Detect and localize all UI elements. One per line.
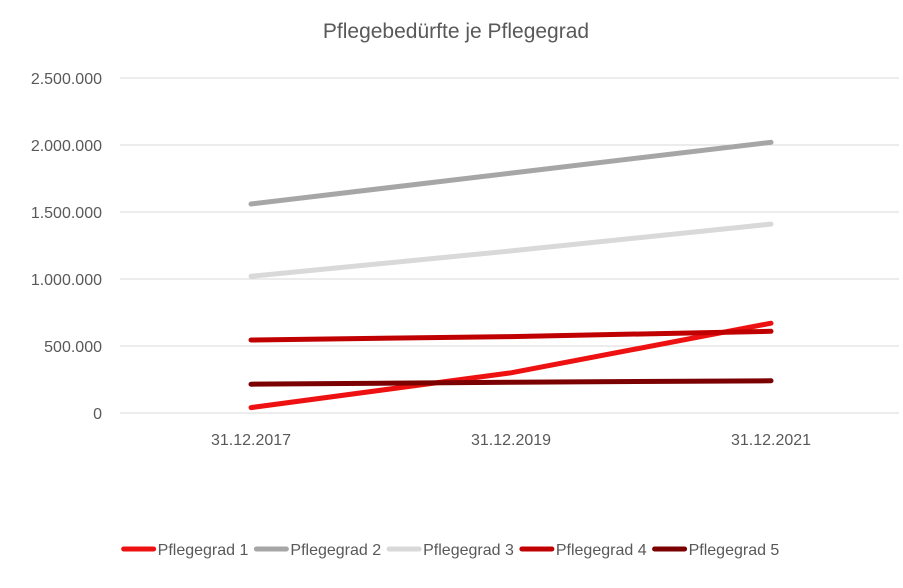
- y-axis-tick-labels: 0 500.000 1.000.000 1.500.000 2.000.000 2.500…: [31, 71, 102, 423]
- legend: Pflegegrad 1 Pflegegrad 2 Pflegegrad 3 Pfle…: [121, 542, 780, 559]
- gridlines: [120, 77, 899, 414]
- x-tick-label: 31.12.2017: [211, 432, 291, 449]
- series-line-pflegegrad-2: [248, 139, 774, 207]
- x-axis-tick-labels: 31.12.2017 31.12.2019 31.12.2021: [211, 432, 811, 449]
- x-tick-label: 31.12.2021: [731, 432, 811, 449]
- y-tick-label: 2.500.000: [31, 71, 102, 88]
- y-tick-label: 0: [93, 406, 102, 423]
- legend-label: Pflegegrad 5: [689, 542, 780, 559]
- chart-title: Pflegebedürfte je Pflegegrad: [323, 20, 589, 43]
- x-tick-label: 31.12.2019: [471, 432, 551, 449]
- y-tick-label: 1.500.000: [31, 205, 102, 222]
- legend-label: Pflegegrad 3: [423, 542, 514, 559]
- y-tick-label: 2.000.000: [31, 138, 102, 155]
- series-lines: [248, 139, 774, 411]
- legend-label: Pflegegrad 4: [556, 542, 647, 559]
- series-line-pflegegrad-3: [248, 221, 774, 279]
- series-line-pflegegrad-4: [248, 328, 774, 343]
- legend-label: Pflegegrad 2: [290, 542, 381, 559]
- legend-label: Pflegegrad 1: [158, 542, 249, 559]
- y-tick-label: 1.000.000: [31, 272, 102, 289]
- series-line-pflegegrad-5: [248, 378, 774, 387]
- series-line-pflegegrad-1: [248, 320, 774, 411]
- y-tick-label: 500.000: [44, 339, 102, 356]
